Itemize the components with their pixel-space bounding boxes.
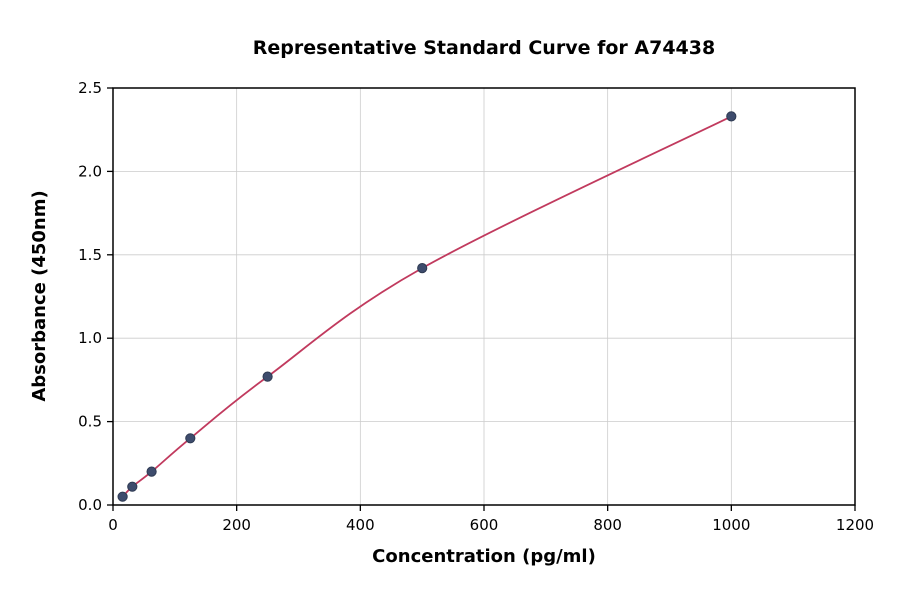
x-tick-label: 1200: [836, 516, 874, 534]
y-tick-label: 1.0: [78, 329, 102, 347]
data-point: [417, 263, 428, 274]
x-axis-label: Concentration (pg/ml): [372, 546, 596, 567]
data-points: [117, 111, 737, 502]
y-tick-label: 2.5: [78, 79, 102, 97]
standard-curve-path: [121, 115, 732, 498]
y-tick-label: 1.5: [78, 246, 102, 264]
x-tick-label: 800: [593, 516, 622, 534]
y-tick-label: 0.0: [78, 496, 102, 514]
axis-ticks: 0 200 400 600 800 1000 1200 0.0 0.5 1.0 1.5 2.0 2.5: [78, 79, 874, 534]
data-point: [262, 371, 273, 382]
y-tick-label: 0.5: [78, 413, 102, 431]
x-tick-label: 400: [346, 516, 375, 534]
x-tick-label: 0: [108, 516, 118, 534]
data-point: [185, 433, 196, 444]
y-axis-label: Absorbance (450nm): [29, 190, 50, 401]
x-tick-label: 600: [470, 516, 499, 534]
y-tick-label: 2.0: [78, 162, 102, 180]
data-point: [146, 466, 157, 477]
x-tick-label: 200: [222, 516, 251, 534]
x-tick-label: 1000: [712, 516, 750, 534]
data-point: [117, 491, 128, 502]
chart-title: Representative Standard Curve for A74438: [253, 37, 715, 59]
grid-lines: [112, 87, 856, 506]
data-point: [726, 111, 737, 122]
data-point: [127, 481, 138, 492]
fit-curve: [121, 115, 732, 498]
